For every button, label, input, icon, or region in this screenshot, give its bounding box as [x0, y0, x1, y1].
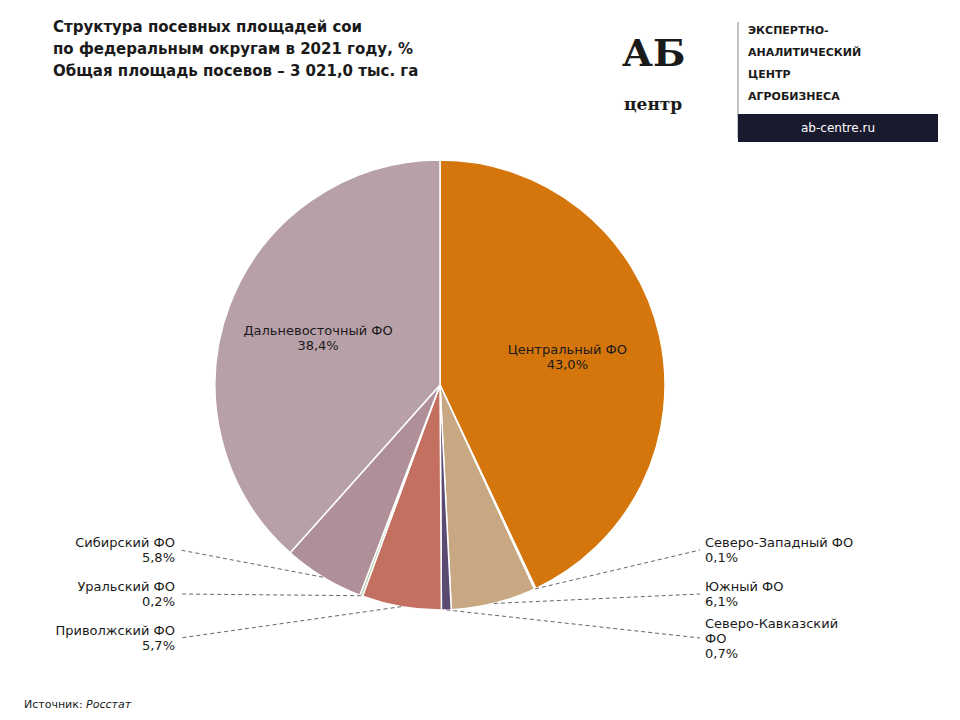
data-label: 6,1%	[705, 594, 738, 609]
data-label: 38,4%	[297, 338, 338, 353]
logo-box	[738, 114, 938, 142]
slice	[440, 385, 535, 610]
title: Структура посевных площадей сои	[53, 18, 362, 36]
logo-url: ab-centre.ru	[801, 121, 875, 135]
slice-label: Приволжский ФО	[55, 623, 175, 638]
subtitle: Общая площадь посевов – 3 021,0 тыс. га	[53, 62, 418, 80]
chart: Структура посевных площадей сои по федера…	[0, 0, 960, 720]
logo-text: АНАЛИТИЧЕСКИЙ	[748, 46, 861, 59]
subtitle: по федеральным округам в 2021 году, %	[53, 40, 413, 58]
leader-line	[180, 607, 401, 638]
leader-line	[446, 610, 700, 638]
source-label: Источник:	[24, 698, 86, 711]
slice-label: Сибирский ФО	[75, 535, 175, 550]
source: Источник: Росстат	[24, 698, 132, 711]
leader-line	[535, 550, 700, 589]
logo-text: ЭКСПЕРТНО-	[748, 24, 829, 37]
slice-label: Дальневосточный ФО	[243, 323, 392, 338]
data-label: 5,8%	[142, 550, 175, 565]
data-label: 5,7%	[142, 638, 175, 653]
pie	[215, 160, 665, 610]
source-name: Росстат	[86, 698, 132, 711]
slice	[215, 160, 440, 553]
data-label: 43,0%	[547, 357, 588, 372]
slice-label: Южный ФО	[705, 579, 784, 594]
leader-line	[180, 594, 361, 596]
chart-container: Структура посевных площадей сои по федера…	[0, 0, 960, 720]
logo-text: АБ	[622, 30, 685, 75]
data-label: 0,7%	[705, 646, 738, 661]
labels: Центральный ФО43,0% Дальневосточный ФО38,…	[55, 323, 853, 660]
logo-text: АГРОБИЗНЕСА	[748, 90, 840, 103]
logo: АБ центр ЭКСПЕРТНО- АНАЛИТИЧЕСКИЙ ЦЕНТР АГРОБ…	[622, 22, 938, 142]
data-label: 0,1%	[705, 550, 738, 565]
slice-label: Северо-Западный ФО	[705, 535, 853, 550]
leader-line	[494, 594, 700, 603]
logo-text: центр	[624, 94, 682, 114]
slice-label: Северо-КавказскийФО	[705, 616, 838, 646]
logo-text: ЦЕНТР	[748, 68, 791, 81]
data-label: 0,2%	[142, 594, 175, 609]
slice-label: Центральный ФО	[508, 342, 627, 357]
leader-line	[180, 550, 323, 577]
slice-label: Уральский ФО	[77, 579, 175, 594]
